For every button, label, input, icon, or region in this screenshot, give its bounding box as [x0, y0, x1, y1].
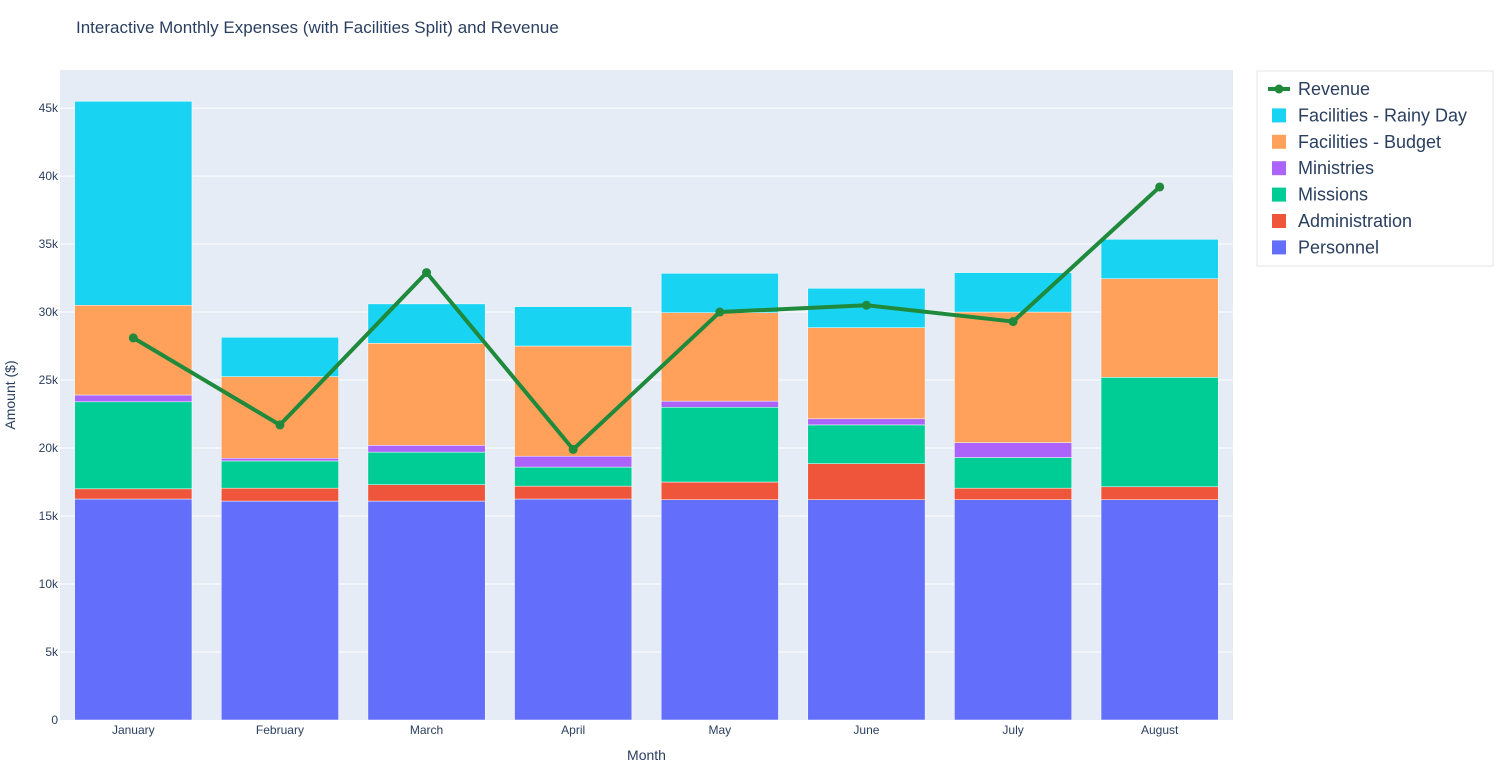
- legend-label-facilities-budget: Facilities - Budget: [1298, 132, 1441, 152]
- bar-personnel[interactable]: [74, 498, 193, 721]
- bar-facilities-rainy-day[interactable]: [74, 101, 193, 306]
- bar-personnel[interactable]: [954, 499, 1072, 721]
- revenue-point[interactable]: [568, 444, 578, 454]
- bar-personnel[interactable]: [660, 499, 779, 721]
- revenue-point[interactable]: [715, 307, 725, 317]
- bar-missions[interactable]: [660, 406, 779, 483]
- legend-swatch-personnel: [1272, 240, 1286, 255]
- x-axis-title: Month: [627, 747, 666, 763]
- y-tick-label: 10k: [39, 577, 59, 591]
- bar-administration[interactable]: [660, 481, 779, 500]
- x-axis: January February March April May June July Augu…: [112, 723, 1179, 737]
- legend-label-missions: Missions: [1298, 185, 1368, 205]
- legend-label-facilities-rainy-day: Facilities - Rainy Day: [1298, 105, 1467, 125]
- revenue-point[interactable]: [861, 300, 871, 310]
- x-tick-label: June: [853, 723, 879, 737]
- y-tick-label: 15k: [39, 509, 59, 523]
- bar-facilities-rainy-day[interactable]: [1100, 239, 1219, 279]
- revenue-line-layer: [128, 182, 1165, 454]
- bar-personnel[interactable]: [221, 500, 339, 721]
- bar-facilities-rainy-day[interactable]: [221, 336, 339, 377]
- bar-missions[interactable]: [367, 451, 486, 485]
- bar-ministries[interactable]: [660, 400, 779, 408]
- y-tick-label: 20k: [39, 441, 59, 455]
- y-tick-label: 35k: [39, 237, 59, 251]
- bar-administration[interactable]: [74, 488, 193, 500]
- bars: [74, 101, 1219, 721]
- bar-missions[interactable]: [221, 460, 339, 489]
- bar-missions[interactable]: [807, 424, 926, 464]
- revenue-point[interactable]: [275, 420, 285, 430]
- bar-administration[interactable]: [807, 463, 926, 500]
- bar-administration[interactable]: [514, 485, 633, 500]
- x-tick-label: February: [256, 723, 304, 737]
- x-tick-label: April: [561, 723, 585, 737]
- legend-marker-revenue: [1274, 84, 1284, 94]
- x-tick-label: January: [112, 723, 155, 737]
- bar-facilities-budget[interactable]: [74, 305, 193, 396]
- legend-label-administration: Administration: [1298, 211, 1412, 231]
- x-tick-label: March: [410, 723, 443, 737]
- bar-personnel[interactable]: [1100, 499, 1219, 721]
- y-tick-label: 30k: [39, 305, 59, 319]
- bar-facilities-budget[interactable]: [367, 343, 486, 446]
- legend-box: [1256, 70, 1494, 267]
- bar-ministries[interactable]: [514, 455, 633, 468]
- bar-ministries[interactable]: [954, 442, 1072, 458]
- bar-administration[interactable]: [954, 487, 1072, 500]
- bar-personnel[interactable]: [367, 500, 486, 721]
- y-tick-label: 5k: [45, 645, 59, 659]
- y-tick-label: 25k: [39, 373, 59, 387]
- bar-ministries[interactable]: [74, 394, 193, 403]
- legend-label-revenue: Revenue: [1298, 79, 1370, 99]
- revenue-point[interactable]: [128, 333, 138, 343]
- bar-administration[interactable]: [221, 487, 339, 502]
- x-tick-label: July: [1002, 723, 1023, 737]
- revenue-line[interactable]: [132, 185, 1162, 452]
- bar-missions[interactable]: [514, 466, 633, 487]
- legend-swatch-administration: [1272, 214, 1286, 228]
- bar-missions[interactable]: [74, 401, 193, 490]
- bar-facilities-rainy-day[interactable]: [660, 273, 779, 313]
- bar-facilities-rainy-day[interactable]: [954, 272, 1072, 313]
- legend[interactable]: Revenue Facilities - Rainy Day Facilities …: [1256, 70, 1494, 267]
- revenue-point[interactable]: [422, 268, 432, 278]
- x-tick-label: May: [708, 723, 731, 737]
- bar-administration[interactable]: [1100, 486, 1219, 500]
- bar-facilities-budget[interactable]: [1100, 278, 1219, 378]
- legend-swatch-missions: [1272, 187, 1286, 202]
- bar-facilities-budget[interactable]: [954, 311, 1072, 443]
- bar-facilities-budget[interactable]: [807, 327, 926, 420]
- y-tick-label: 45k: [39, 101, 59, 115]
- bar-facilities-budget[interactable]: [221, 376, 339, 459]
- bar-ministries[interactable]: [807, 418, 926, 426]
- legend-swatch-ministries: [1272, 161, 1286, 176]
- bar-personnel[interactable]: [807, 499, 926, 721]
- bar-facilities-budget[interactable]: [660, 312, 779, 402]
- x-tick-label: August: [1141, 723, 1179, 737]
- bar-ministries[interactable]: [221, 457, 339, 462]
- legend-label-personnel: Personnel: [1298, 237, 1379, 257]
- y-tick-label: 0: [51, 713, 58, 727]
- y-tick-label: 40k: [39, 169, 59, 183]
- bar-ministries[interactable]: [367, 445, 486, 453]
- chart-title: Interactive Monthly Expenses (with Facil…: [76, 18, 559, 37]
- revenue-point[interactable]: [1008, 317, 1018, 327]
- revenue-point[interactable]: [1155, 182, 1165, 192]
- bar-personnel[interactable]: [514, 498, 633, 721]
- legend-swatch-facilities-rainy-day: [1272, 108, 1286, 123]
- bar-administration[interactable]: [367, 484, 486, 502]
- legend-swatch-facilities-budget: [1272, 134, 1286, 149]
- y-axis: 0 5k 10k 15k 20k 25k 30k 35k 40k 45k: [39, 101, 59, 727]
- y-axis-title: Amount ($): [2, 360, 18, 429]
- bar-missions[interactable]: [1100, 377, 1219, 488]
- bar-facilities-rainy-day[interactable]: [514, 306, 633, 347]
- legend-label-ministries: Ministries: [1298, 158, 1374, 178]
- bar-missions[interactable]: [954, 457, 1072, 489]
